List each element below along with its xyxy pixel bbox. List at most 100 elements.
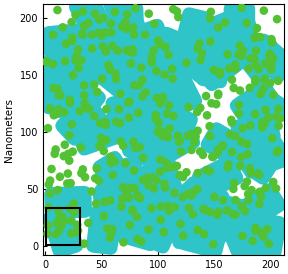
Circle shape [92,164,101,173]
Circle shape [242,19,251,27]
Circle shape [118,195,127,203]
Circle shape [237,137,246,146]
Circle shape [265,239,273,248]
Circle shape [231,64,240,73]
Circle shape [162,158,170,167]
Circle shape [263,225,272,233]
Circle shape [160,179,169,188]
Circle shape [208,152,217,161]
Circle shape [194,226,202,234]
FancyBboxPatch shape [241,133,288,185]
Circle shape [231,210,240,219]
Circle shape [74,64,83,72]
Circle shape [122,188,131,197]
Circle shape [60,108,69,117]
Circle shape [231,196,240,204]
Circle shape [99,42,107,51]
Circle shape [111,69,120,78]
Circle shape [179,193,187,201]
Circle shape [73,221,82,229]
Circle shape [250,55,259,64]
Circle shape [65,95,74,104]
Circle shape [246,54,255,63]
FancyBboxPatch shape [58,80,106,132]
Circle shape [243,150,252,159]
Circle shape [121,18,130,27]
Circle shape [252,32,260,41]
FancyBboxPatch shape [194,42,245,91]
FancyBboxPatch shape [219,209,262,261]
FancyBboxPatch shape [201,122,252,169]
FancyBboxPatch shape [143,109,185,161]
Circle shape [261,105,270,114]
Circle shape [131,143,139,152]
Circle shape [100,212,108,221]
Circle shape [56,91,65,100]
FancyBboxPatch shape [109,25,158,77]
Circle shape [191,132,200,141]
Circle shape [95,142,104,150]
Circle shape [118,22,126,31]
Circle shape [57,221,65,230]
Circle shape [225,64,234,73]
Circle shape [128,206,137,214]
Circle shape [210,193,219,201]
FancyBboxPatch shape [230,112,281,151]
Circle shape [133,192,142,201]
Circle shape [64,169,72,178]
Circle shape [251,75,259,84]
Circle shape [81,21,89,30]
Circle shape [176,219,185,228]
FancyBboxPatch shape [109,92,160,142]
Circle shape [251,61,260,70]
Circle shape [126,184,134,192]
Circle shape [194,169,202,177]
Circle shape [164,201,172,210]
Circle shape [255,170,264,179]
FancyBboxPatch shape [55,95,106,146]
Circle shape [109,171,117,179]
Circle shape [158,93,167,101]
Circle shape [139,176,147,184]
Circle shape [218,142,226,151]
FancyBboxPatch shape [124,118,175,158]
Circle shape [52,110,61,118]
FancyBboxPatch shape [41,41,93,85]
Circle shape [51,230,60,238]
Circle shape [223,50,232,59]
Circle shape [124,193,133,202]
FancyBboxPatch shape [105,90,155,128]
Circle shape [246,164,254,173]
Circle shape [206,208,214,216]
FancyBboxPatch shape [231,33,279,84]
Circle shape [116,137,125,146]
Circle shape [111,157,119,166]
Circle shape [58,23,67,32]
Circle shape [92,199,100,208]
Circle shape [60,140,69,149]
Circle shape [88,44,96,53]
Circle shape [151,111,160,119]
FancyBboxPatch shape [230,79,281,127]
Circle shape [251,227,260,235]
Circle shape [111,8,119,16]
Circle shape [251,224,260,232]
Circle shape [74,45,82,54]
Circle shape [156,99,164,108]
Circle shape [156,40,164,48]
Circle shape [238,124,247,132]
Circle shape [193,185,202,193]
Circle shape [224,160,233,169]
Circle shape [237,153,245,161]
Circle shape [182,168,191,177]
Circle shape [112,75,120,83]
Circle shape [206,132,214,140]
Circle shape [69,147,77,156]
Circle shape [46,189,54,198]
Circle shape [272,184,280,193]
Circle shape [65,204,74,213]
FancyBboxPatch shape [140,201,183,254]
Circle shape [85,104,93,113]
Circle shape [214,91,222,99]
Circle shape [193,108,201,116]
